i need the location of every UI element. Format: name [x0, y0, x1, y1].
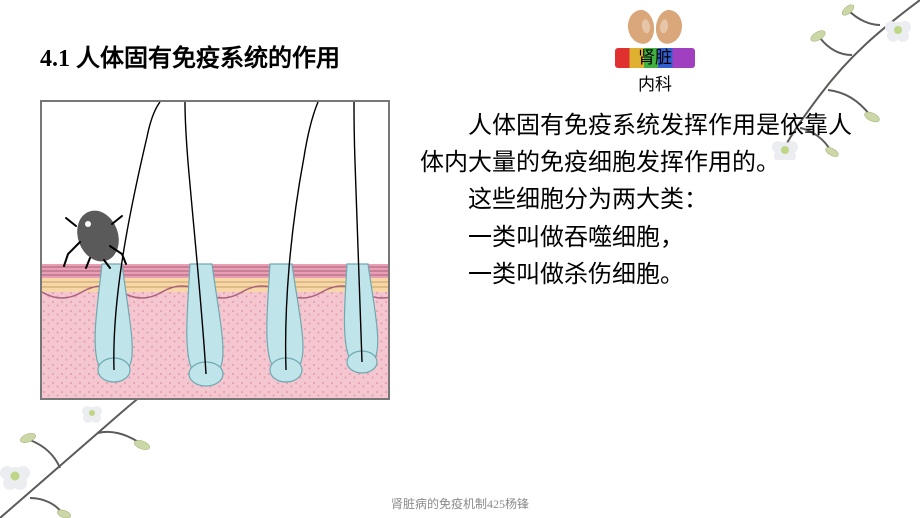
footer-text: 肾脏病的免疫机制425杨锋 [0, 495, 920, 512]
paragraph: 一类叫做杀伤细胞。 [420, 257, 860, 294]
bacterium-icon [64, 205, 126, 268]
paragraph: 人体固有免疫系统发挥作用是依靠人体内大量的免疫细胞发挥作用的。 [420, 108, 860, 182]
section-title: 4.1 人体固有免疫系统的作用 [40, 38, 340, 73]
body-text: 人体固有免疫系统发挥作用是依靠人体内大量的免疫细胞发挥作用的。 这些细胞分为两大… [420, 108, 860, 294]
logo-bar: 肾脏 [615, 48, 695, 68]
paragraph: 一类叫做吞噬细胞， [420, 220, 860, 257]
logo-subtext: 内科 [610, 70, 700, 95]
slide: 4.1 人体固有免疫系统的作用 肾脏 内科 [0, 0, 920, 518]
paragraph: 这些细胞分为两大类： [420, 182, 860, 219]
department-logo: 肾脏 内科 [610, 10, 700, 95]
skin-diagram [40, 100, 390, 400]
kidneys-icon [620, 10, 690, 46]
